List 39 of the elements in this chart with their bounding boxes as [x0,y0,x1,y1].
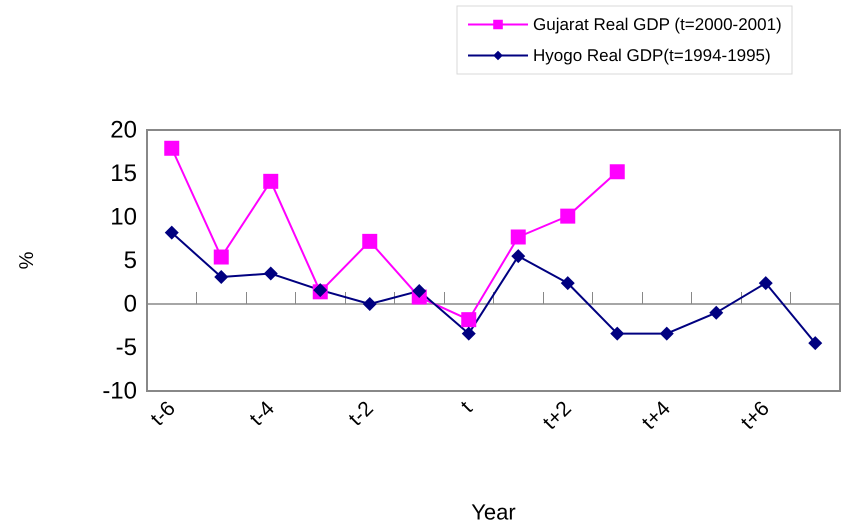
y-tick-label: 15 [110,160,137,187]
point [510,230,526,245]
point [263,174,278,189]
point [461,312,476,328]
point [164,226,179,240]
x-tick-label: t+2 [538,396,576,434]
point [214,270,228,284]
point [214,250,229,265]
x-tick-label: t+6 [736,396,774,434]
legend-label: Hyogo Real GDP(t=1994-1995) [533,46,771,65]
legend-label: Gujarat Real GDP (t=2000-2001) [533,15,782,34]
x-tick-label: t-2 [344,396,378,430]
point [660,326,674,341]
point [362,297,377,311]
point [511,249,526,264]
x-tick-label: t [456,396,477,418]
point [362,234,378,249]
point [610,164,625,180]
x-tick-label: t+4 [638,396,676,434]
point [164,140,180,156]
point [709,306,724,320]
y-axis-title: % [16,251,38,270]
point [560,208,576,224]
y-tick-label: -10 [102,378,137,404]
y-tick-label: 5 [124,247,137,274]
x-tick-label: t-6 [146,396,180,430]
y-tick-label: 0 [124,290,137,318]
y-tick-label: 10 [110,204,137,230]
point [808,336,822,350]
y-tick-label: 20 [110,116,137,144]
x-tick-label: t-4 [245,396,280,430]
x-axis-title: Year [471,500,516,524]
point [412,284,426,298]
point [758,276,773,290]
point [462,326,476,341]
point [610,326,624,341]
point [264,266,278,281]
y-tick-label: -5 [116,334,137,361]
point [560,276,575,290]
